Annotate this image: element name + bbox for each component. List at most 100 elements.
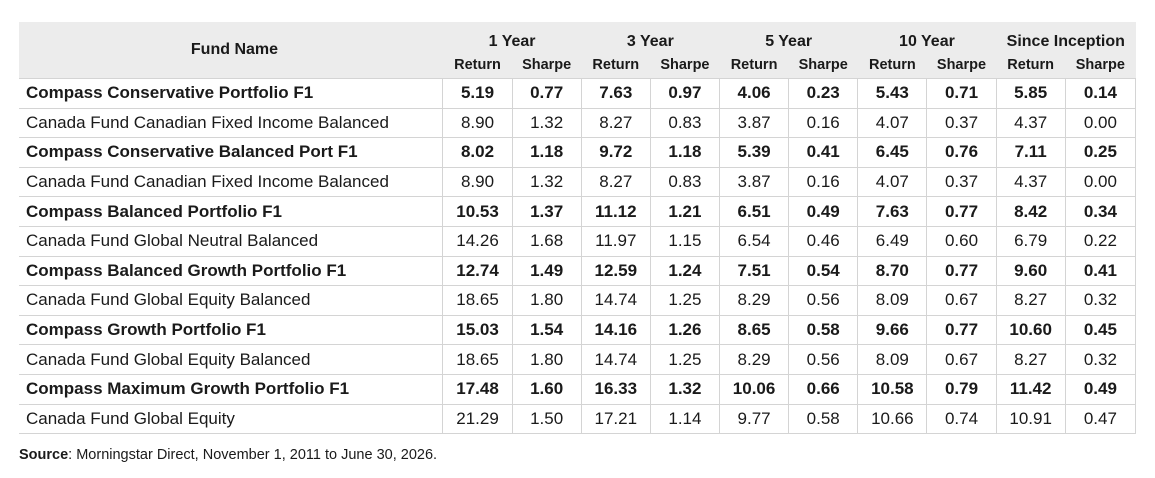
return-cell: 9.77: [718, 404, 789, 435]
sharpe-cell: 0.25: [1064, 137, 1137, 168]
sharpe-cell: 1.32: [511, 108, 582, 139]
sharpe-cell: 0.14: [1064, 78, 1137, 109]
return-cell: 8.27: [995, 344, 1066, 375]
sharpe-cell: 0.41: [1064, 256, 1137, 287]
header-row-periods: Fund Name 1 Year 3 Year 5 Year 10 Year S…: [19, 22, 1136, 79]
sharpe-cell: 0.71: [926, 78, 997, 109]
return-cell: 14.74: [580, 285, 651, 316]
fund-name-cell: Canada Fund Global Equity Balanced: [19, 344, 443, 375]
return-cell: 12.74: [442, 256, 513, 287]
sharpe-cell: 1.54: [511, 315, 582, 346]
sharpe-cell: 0.67: [926, 344, 997, 375]
sharpe-cell: 0.37: [926, 167, 997, 198]
return-cell: 4.07: [857, 108, 927, 139]
fund-name-cell: Canada Fund Global Equity: [19, 404, 443, 435]
return-cell: 6.79: [995, 226, 1066, 257]
return-cell: 8.02: [442, 137, 513, 168]
sharpe-cell: 0.76: [926, 137, 997, 168]
return-cell: 10.66: [857, 404, 927, 435]
fund-name-cell: Compass Balanced Portfolio F1: [19, 196, 443, 227]
return-cell: 9.72: [580, 137, 651, 168]
sharpe-cell: 0.77: [926, 315, 997, 346]
return-cell: 8.09: [857, 344, 927, 375]
return-cell: 21.29: [442, 404, 513, 435]
sharpe-cell: 0.83: [649, 108, 720, 139]
sharpe-cell: 0.45: [1064, 315, 1137, 346]
sharpe-cell: 0.60: [926, 226, 997, 257]
fund-name-cell: Canada Fund Global Equity Balanced: [19, 285, 443, 316]
sharpe-cell: 0.77: [511, 78, 582, 109]
return-cell: 7.63: [857, 196, 927, 227]
sharpe-cell: 0.58: [788, 404, 858, 435]
return-cell: 5.39: [718, 137, 789, 168]
return-cell: 6.54: [718, 226, 789, 257]
sharpe-cell: 0.66: [788, 374, 858, 405]
return-header: Return: [996, 52, 1066, 79]
return-cell: 8.65: [718, 315, 789, 346]
source-note: Source: Morningstar Direct, November 1, …: [19, 447, 437, 463]
return-cell: 14.74: [580, 344, 651, 375]
sharpe-cell: 0.16: [788, 167, 858, 198]
sharpe-header: Sharpe: [650, 52, 720, 79]
sharpe-cell: 1.18: [511, 137, 582, 168]
header-row-metrics: Return Sharpe Return Sharpe Return Sharp…: [19, 52, 1136, 79]
return-cell: 11.97: [580, 226, 651, 257]
return-cell: 10.91: [995, 404, 1066, 435]
return-cell: 5.43: [857, 78, 927, 109]
sharpe-cell: 1.26: [649, 315, 720, 346]
return-cell: 17.21: [580, 404, 651, 435]
source-text: : Morningstar Direct, November 1, 2011 t…: [68, 447, 438, 463]
fund-name-cell: Compass Conservative Portfolio F1: [19, 78, 443, 109]
return-cell: 9.66: [857, 315, 927, 346]
sharpe-cell: 0.79: [926, 374, 997, 405]
sharpe-cell: 0.16: [788, 108, 858, 139]
return-header: Return: [857, 52, 927, 79]
sharpe-cell: 1.80: [511, 285, 582, 316]
return-cell: 4.07: [857, 167, 927, 198]
table-row: Compass Growth Portfolio F1 15.03 1.54 14.1…: [19, 315, 1137, 346]
table-row: Compass Maximum Growth Portfolio F1 17.48…: [19, 374, 1137, 405]
table-header: Fund Name 1 Year 3 Year 5 Year 10 Year S…: [19, 22, 1136, 79]
fund-name-cell: Canada Fund Canadian Fixed Income Balanc…: [19, 167, 443, 198]
performance-table-container: Fund Name 1 Year 3 Year 5 Year 10 Year S…: [19, 22, 1137, 435]
return-cell: 3.87: [718, 167, 789, 198]
return-cell: 8.29: [718, 344, 789, 375]
sharpe-cell: 0.83: [649, 167, 720, 198]
return-cell: 17.48: [442, 374, 513, 405]
return-cell: 10.53: [442, 196, 513, 227]
fund-name-cell: Canada Fund Canadian Fixed Income Balanc…: [19, 108, 443, 139]
return-cell: 10.58: [857, 374, 927, 405]
sharpe-cell: 0.34: [1064, 196, 1137, 227]
sharpe-cell: 0.46: [788, 226, 858, 257]
return-cell: 5.19: [442, 78, 513, 109]
return-cell: 11.12: [580, 196, 651, 227]
fund-name-cell: Compass Growth Portfolio F1: [19, 315, 443, 346]
table-row: Compass Balanced Growth Portfolio F1 12.7…: [19, 256, 1137, 287]
return-cell: 14.16: [580, 315, 651, 346]
return-cell: 7.63: [580, 78, 651, 109]
sharpe-cell: 1.32: [649, 374, 720, 405]
return-cell: 15.03: [442, 315, 513, 346]
sharpe-cell: 0.77: [926, 196, 997, 227]
sharpe-cell: 0.23: [788, 78, 858, 109]
period-header: 10 Year: [857, 22, 997, 52]
return-cell: 18.65: [442, 285, 513, 316]
sharpe-header: Sharpe: [788, 52, 858, 79]
return-cell: 16.33: [580, 374, 651, 405]
return-cell: 10.06: [718, 374, 789, 405]
sharpe-cell: 0.00: [1064, 167, 1137, 198]
table-row: Compass Conservative Portfolio F1 5.19 0.7…: [19, 78, 1137, 109]
sharpe-cell: 0.00: [1064, 108, 1137, 139]
table-row: Canada Fund Global Equity Balanced 18.65 1…: [19, 285, 1137, 316]
sharpe-header: Sharpe: [1065, 52, 1136, 79]
fund-name-cell: Compass Balanced Growth Portfolio F1: [19, 256, 443, 287]
sharpe-cell: 1.25: [649, 344, 720, 375]
sharpe-cell: 0.32: [1064, 285, 1137, 316]
sharpe-cell: 0.54: [788, 256, 858, 287]
return-cell: 8.27: [995, 285, 1066, 316]
sharpe-cell: 1.80: [511, 344, 582, 375]
sharpe-cell: 0.58: [788, 315, 858, 346]
fund-name-header: Fund Name: [19, 22, 443, 79]
return-cell: 18.65: [442, 344, 513, 375]
source-label: Source: [19, 447, 69, 463]
